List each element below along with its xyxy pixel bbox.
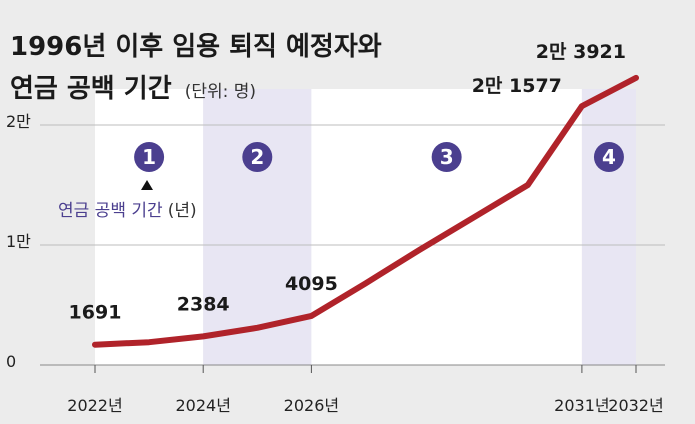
y-tick-label: 2만 [6,112,31,131]
gridlines [40,124,665,366]
y-axis-tick-labels: 0 1만 2만 [6,112,31,371]
period-badge-1 [134,142,165,172]
annotation: 연금 공백 기간 (년) [58,201,197,221]
x-tick-label: 2032년 [608,396,663,415]
series-line-group [92,74,639,348]
x-tick-label: 2031년 [554,396,609,415]
series-line [92,74,639,348]
data-label: 2만 3921 [536,41,626,63]
data-label: 2만 1577 [472,75,562,97]
period-band-1 [95,89,204,365]
x-tick-label: 2022년 [67,396,122,415]
period-badge-number: 1 [142,145,156,169]
annotation-unit: (년) [168,201,197,221]
x-tick-label: 2026년 [284,396,339,415]
period-badge-2 [242,142,273,172]
chart-unit: (단위: 명) [185,82,256,102]
period-badge-number: 2 [250,145,264,169]
y-tick-label: 1만 [6,232,31,251]
period-badges: 1 2 3 4 [134,142,624,172]
chart-title-line-2-text: 연금 공백 기간 [10,74,172,104]
period-shading [95,89,636,365]
value-labels: 1691 2384 4095 2만 1577 2만 3921 [69,41,626,324]
annotation-arrow-icon [141,180,153,190]
chart-title-line-2: 연금 공백 기간 (단위: 명) [10,74,256,104]
data-label: 2384 [177,293,230,315]
data-label: 4095 [285,273,338,295]
x-tick-label: 2024년 [175,396,230,415]
period-badge-number: 3 [440,145,454,169]
data-label: 1691 [69,302,122,324]
annotation-text: 연금 공백 기간 [58,201,163,221]
period-band-2 [203,89,312,365]
period-badge-3 [431,142,462,172]
period-badge-number: 4 [602,145,616,169]
y-tick-label: 0 [6,352,16,371]
chart-title-line-1: 1996년 이후 임용 퇴직 예정자와 [10,32,382,62]
period-band-3 [311,89,582,365]
period-badge-4 [593,142,624,172]
period-band-4 [581,89,636,365]
